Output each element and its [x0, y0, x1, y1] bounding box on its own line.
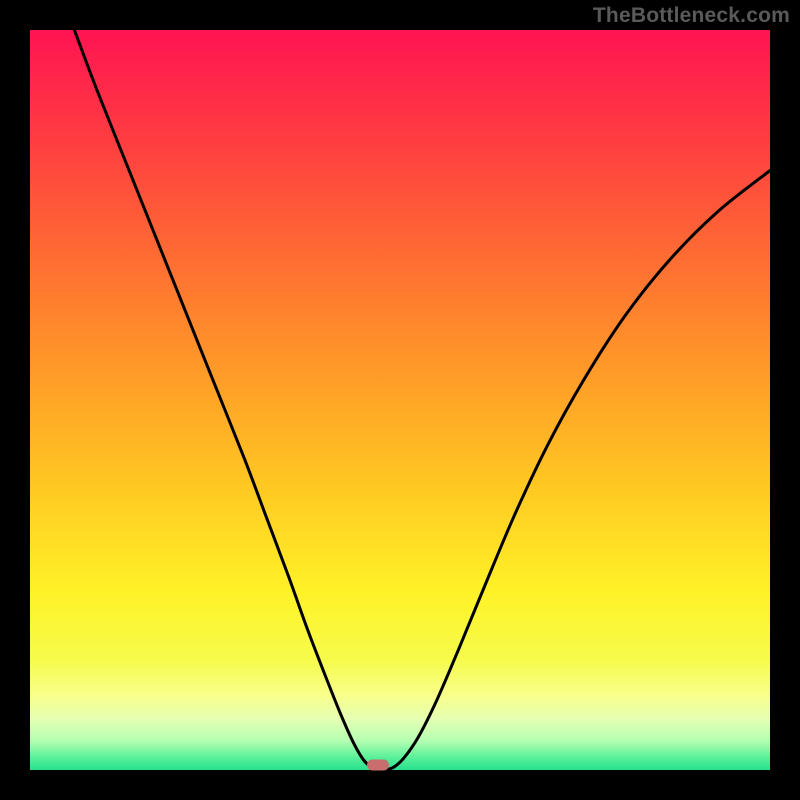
- minimum-marker: [367, 759, 389, 770]
- curve-path: [74, 30, 770, 770]
- bottleneck-curve: [30, 30, 770, 770]
- plot-area: [30, 30, 770, 770]
- watermark-text: TheBottleneck.com: [593, 4, 790, 28]
- chart-frame: TheBottleneck.com: [0, 0, 800, 800]
